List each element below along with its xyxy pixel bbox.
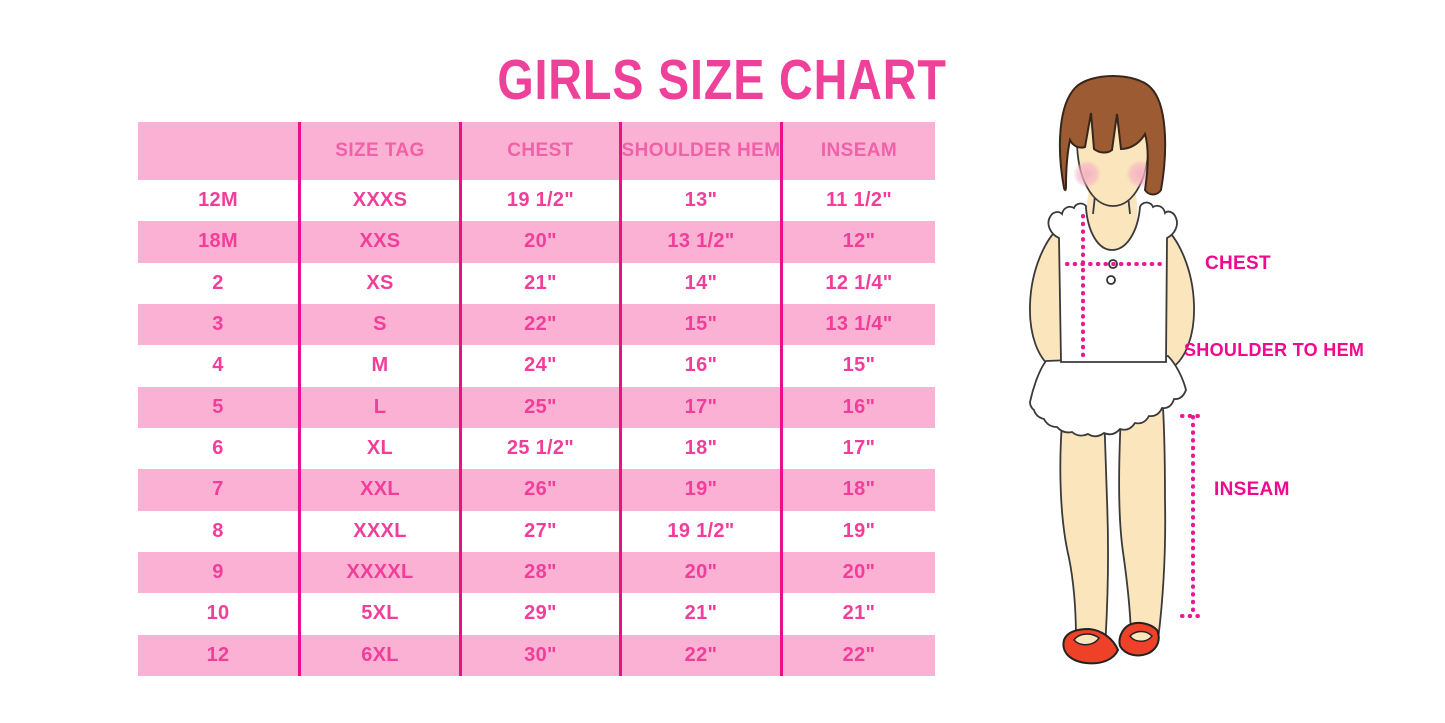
table-cell: 21" (619, 593, 780, 635)
table-cell: 19" (619, 469, 780, 511)
table-cell: 22" (459, 303, 619, 346)
table-cell: 25 1/2" (459, 427, 619, 470)
size-row-10: 10 5XL 29" 21" 21" (138, 593, 935, 635)
table-cell: 6XL (298, 634, 459, 676)
girl-right-shoe-opening (1129, 630, 1153, 642)
size-row-18m: 18M XXS 20" 13 1/2" 12" (138, 221, 935, 263)
table-cell: 3 (212, 313, 224, 336)
table-cell: M (298, 345, 459, 387)
size-row-3: 3 S 22" 15" 13 1/4" (138, 303, 935, 346)
table-cell: 12 (206, 643, 230, 666)
table-cell: 20" (780, 551, 935, 594)
size-row-5: 5 L 25" 17" 16" (138, 386, 935, 428)
table-cell: 20" (459, 221, 619, 263)
size-row-8: 8 XXXL 27" 19 1/2" 19" (138, 510, 935, 552)
table-cell: 2 (212, 271, 224, 294)
table-cell: 4 (212, 354, 224, 377)
table-cell: 14" (619, 262, 780, 304)
table-cell: 25" (459, 386, 619, 428)
table-cell: 9 (212, 561, 224, 584)
header-cell-size-tag: SIZE TAG (298, 122, 459, 180)
table-cell: 24" (459, 345, 619, 387)
size-chart-table: SIZE TAG CHEST SHOULDER HEM INSEAM 12M XXXS 19… (138, 122, 935, 676)
size-row-4: 4 M 24" 16" 15" (138, 345, 935, 387)
table-cell: 13" (619, 180, 780, 222)
table-cell: 21" (459, 262, 619, 304)
girl-left-leg (1059, 409, 1109, 650)
girl-hair (1058, 75, 1167, 196)
table-cell: 12M (198, 189, 238, 212)
table-cell: 22" (780, 634, 935, 676)
table-cell: 12 1/4" (780, 262, 935, 304)
table-cell: 19" (780, 510, 935, 552)
table-cell: 18" (619, 427, 780, 470)
table-cell: 18M (198, 230, 238, 253)
table-cell: 16" (780, 386, 935, 428)
table-cell: 11 1/2" (780, 180, 935, 222)
table-cell: 28" (459, 551, 619, 594)
table-cell: 27" (459, 510, 619, 552)
table-cell: XL (298, 427, 459, 470)
table-cell: 19 1/2" (619, 510, 780, 552)
table-cell: 6 (212, 437, 224, 460)
table-cell: XXS (298, 221, 459, 263)
table-cell: 30" (459, 634, 619, 676)
table-cell: XXXXL (298, 551, 459, 594)
table-cell: 10 (206, 602, 230, 625)
shoulder-to-hem-label: SHOULDER TO HEM (1184, 340, 1365, 360)
table-cell: 15" (780, 345, 935, 387)
header-cell-shoulder-hem: SHOULDER HEM (619, 122, 780, 180)
table-header-row: SIZE TAG CHEST SHOULDER HEM INSEAM (138, 122, 935, 180)
page-title-text: GIRLS SIZE CHART (497, 48, 948, 113)
table-cell: 12" (780, 221, 935, 263)
table-cell: 7 (212, 478, 224, 501)
table-cell: 8 (212, 519, 224, 542)
size-row-7: 7 XXL 26" 19" 18" (138, 469, 935, 511)
table-cell: 22" (619, 634, 780, 676)
table-cell: 5XL (298, 593, 459, 635)
table-cell: XS (298, 262, 459, 304)
table-cell: 21" (780, 593, 935, 635)
header-cell-chest: CHEST (459, 122, 619, 180)
table-cell: 13 1/4" (780, 303, 935, 346)
size-row-9: 9 XXXXL 28" 20" 20" (138, 551, 935, 594)
table-cell: XXXS (298, 180, 459, 222)
table-cell: 13 1/2" (619, 221, 780, 263)
girl-illustration (1029, 75, 1205, 665)
table-cell: S (298, 303, 459, 346)
table-cell: XXXL (298, 510, 459, 552)
girl-blush-left (1073, 160, 1101, 188)
inseam-label: INSEAM (1214, 479, 1290, 500)
girl-top-button-2 (1106, 275, 1116, 285)
girl-left-shoe-opening (1073, 633, 1101, 646)
size-row-12: 12 6XL 30" 22" 22" (138, 634, 935, 676)
header-cell-inseam: INSEAM (780, 122, 935, 180)
chest-label: CHEST (1205, 253, 1271, 274)
page-title: GIRLS SIZE CHART (0, 47, 1445, 113)
size-row-2: 2 XS 21" 14" 12 1/4" (138, 262, 935, 304)
table-cell: 26" (459, 469, 619, 511)
table-cell: L (298, 386, 459, 428)
size-row-6: 6 XL 25 1/2" 18" 17" (138, 427, 935, 470)
table-cell: 20" (619, 551, 780, 594)
girl-skirt (1029, 355, 1187, 438)
table-cell: 29" (459, 593, 619, 635)
header-cell-blank (138, 122, 298, 180)
table-cell: 19 1/2" (459, 180, 619, 222)
table-cell: 16" (619, 345, 780, 387)
table-cell: XXL (298, 469, 459, 511)
table-cell: 15" (619, 303, 780, 346)
table-cell: 18" (780, 469, 935, 511)
table-cell: 17" (619, 386, 780, 428)
size-row-12m: 12M XXXS 19 1/2" 13" 11 1/2" (138, 180, 935, 222)
table-cell: 5 (212, 395, 224, 418)
table-cell: 17" (780, 427, 935, 470)
